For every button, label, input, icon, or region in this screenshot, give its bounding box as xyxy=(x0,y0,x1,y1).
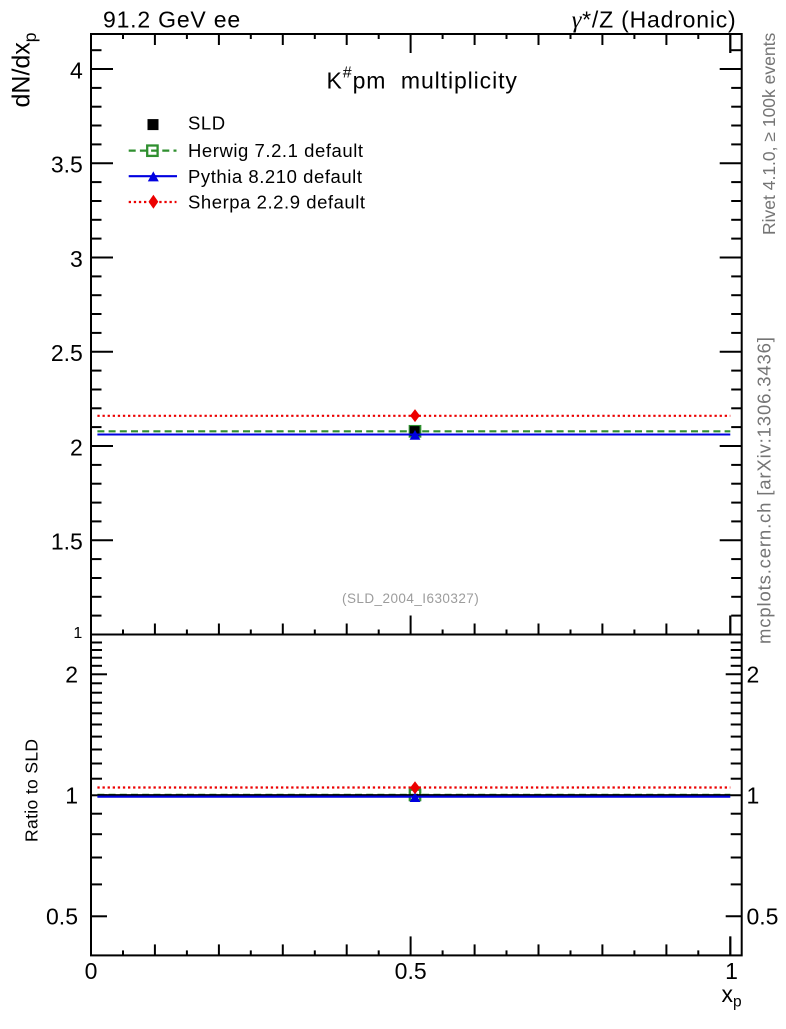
svg-text:0.5: 0.5 xyxy=(46,904,78,930)
svg-text:3.5: 3.5 xyxy=(51,152,83,178)
svg-text:(SLD_2004_I630327): (SLD_2004_I630327) xyxy=(342,591,479,606)
svg-text:Pythia 8.210 default: Pythia 8.210 default xyxy=(188,166,363,187)
svg-text:Ratio to SLD: Ratio to SLD xyxy=(22,739,42,842)
svg-text:2: 2 xyxy=(65,662,78,688)
svg-text:1: 1 xyxy=(747,783,760,809)
svg-text:dN/dxp: dN/dxp xyxy=(8,32,41,107)
svg-text:2.5: 2.5 xyxy=(51,340,83,366)
svg-text:1: 1 xyxy=(725,958,738,984)
svg-text:1.5: 1.5 xyxy=(51,529,83,555)
svg-text:1: 1 xyxy=(65,783,78,809)
svg-text:4: 4 xyxy=(70,57,83,83)
svg-text:0: 0 xyxy=(85,958,98,984)
svg-text:0.5: 0.5 xyxy=(395,958,427,984)
svg-text:K#pm multiplicity: K#pm multiplicity xyxy=(327,64,518,93)
svg-text:0.5: 0.5 xyxy=(747,904,779,930)
svg-text:mcplots.cern.ch [arXiv:1306.34: mcplots.cern.ch [arXiv:1306.3436] xyxy=(754,336,775,644)
svg-text:Herwig 7.2.1 default: Herwig 7.2.1 default xyxy=(188,140,364,161)
svg-text:91.2 GeV ee: 91.2 GeV ee xyxy=(103,7,241,33)
svg-text:2: 2 xyxy=(747,662,760,688)
svg-text:Sherpa 2.2.9 default: Sherpa 2.2.9 default xyxy=(188,192,366,213)
svg-text:1: 1 xyxy=(73,625,82,642)
svg-text:Rivet 4.1.0, ≥ 100k events: Rivet 4.1.0, ≥ 100k events xyxy=(759,33,779,235)
svg-text:γ*/Z (Hadronic): γ*/Z (Hadronic) xyxy=(572,7,737,34)
svg-text:2: 2 xyxy=(70,434,83,460)
svg-text:SLD: SLD xyxy=(188,112,226,133)
svg-text:3: 3 xyxy=(70,246,83,272)
